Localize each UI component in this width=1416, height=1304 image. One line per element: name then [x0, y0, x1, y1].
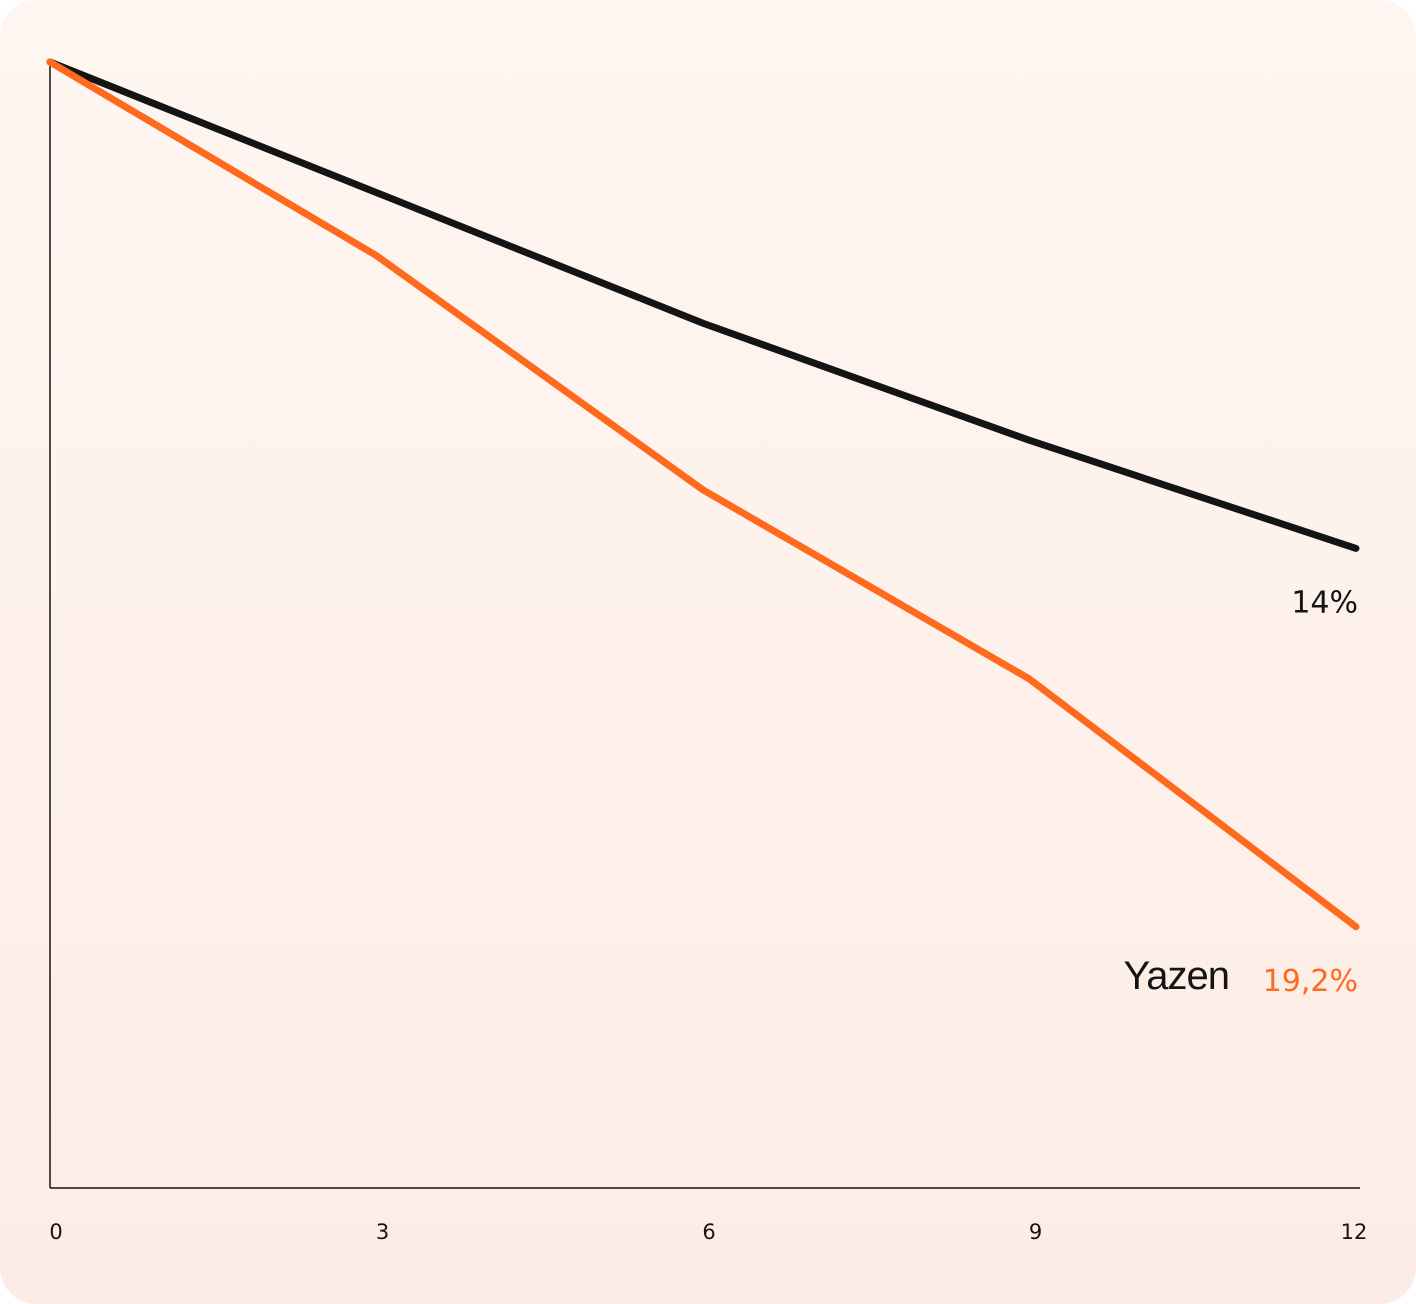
- yazen-logo: Yazen: [1124, 954, 1229, 998]
- series-line-yazen: [46, 58, 1360, 931]
- end-label-reference: 14%: [1291, 585, 1358, 620]
- end-labels: 14% 19,2% Yazen: [1124, 585, 1358, 998]
- end-label-yazen: 19,2%: [1263, 964, 1358, 999]
- series-line-reference: [46, 58, 1360, 552]
- axes: [49, 62, 1360, 1189]
- x-tick-label: 6: [702, 1220, 715, 1244]
- x-tick-label: 3: [376, 1220, 389, 1244]
- x-tick-label: 0: [49, 1220, 62, 1244]
- x-tick-label: 9: [1029, 1220, 1042, 1244]
- series-lines: [46, 58, 1360, 931]
- x-tick-labels: 0 3 6 9 12: [49, 1220, 1367, 1244]
- x-tick-label: 12: [1341, 1220, 1368, 1244]
